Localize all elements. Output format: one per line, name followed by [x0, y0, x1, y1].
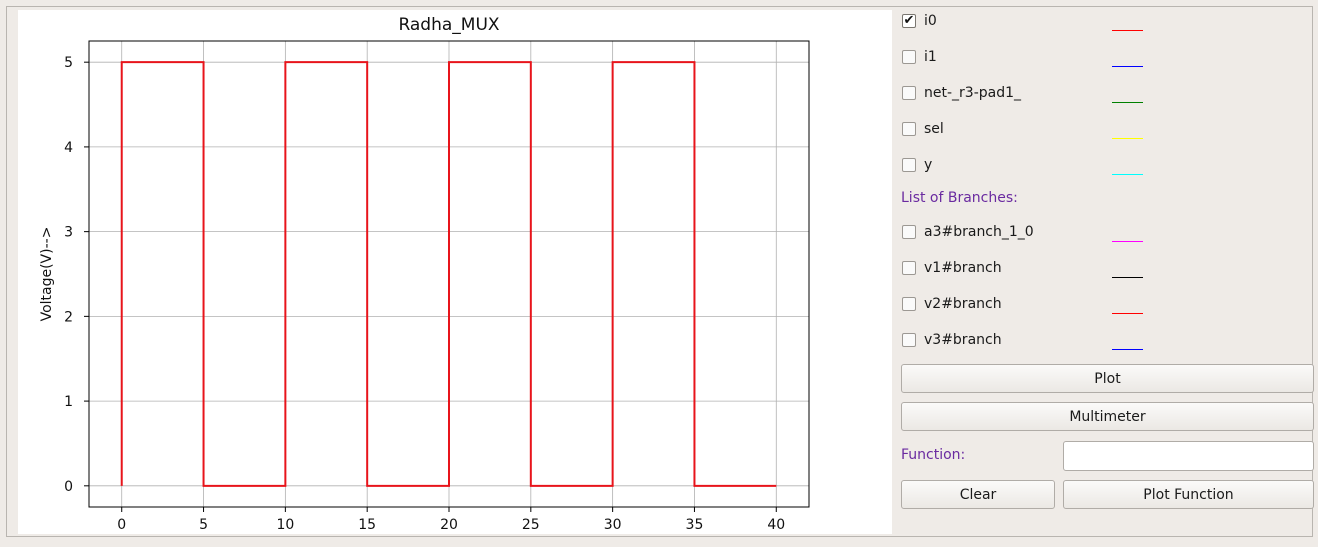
- x-tick-label: 35: [686, 517, 704, 533]
- node-label: i1: [924, 49, 937, 65]
- branch-label: v3#branch: [924, 332, 1002, 348]
- branch-color-swatch: [1112, 313, 1143, 314]
- branch-checkbox[interactable]: [902, 333, 916, 347]
- plot-canvas: 0 5 10 15 20 25 30 35 40 0 1 2 3 4 5 Radha_MUX Voltage(V…: [18, 10, 892, 534]
- node-label: i0: [924, 13, 937, 29]
- signal-panel: ✔ i0 i1 net-_r3-pad1_sel y List of Branches:…: [900, 0, 1318, 547]
- node-label: net-_r3-pad1_: [924, 85, 1022, 101]
- y-tick-label: 4: [64, 140, 73, 156]
- plot-button[interactable]: Plot: [901, 364, 1314, 393]
- node-label: sel: [924, 121, 944, 137]
- clear-button[interactable]: Clear: [901, 480, 1055, 509]
- node-row[interactable]: sel: [900, 118, 944, 140]
- node-checkbox[interactable]: ✔: [902, 13, 916, 28]
- branch-checkbox[interactable]: [902, 225, 916, 239]
- series-line-i0: [120, 61, 777, 487]
- node-row[interactable]: net-_r3-pad1_: [900, 82, 1021, 104]
- node-color-swatch: [1112, 102, 1143, 103]
- node-row[interactable]: i1: [900, 46, 937, 68]
- node-checkbox[interactable]: [902, 50, 916, 64]
- x-tick-label: 20: [440, 517, 458, 533]
- branch-row[interactable]: a3#branch_1_0: [900, 221, 1034, 243]
- node-row[interactable]: y: [900, 154, 932, 176]
- node-color-swatch: [1112, 174, 1143, 175]
- branch-color-swatch: [1112, 349, 1143, 350]
- branch-checkbox[interactable]: [902, 261, 916, 275]
- branch-row[interactable]: v3#branch: [900, 329, 1002, 351]
- y-axis-label: Voltage(V)-->: [39, 227, 55, 322]
- y-tick-label: 2: [64, 309, 73, 325]
- plot-function-button[interactable]: Plot Function: [1063, 480, 1314, 509]
- node-checkbox[interactable]: [902, 122, 916, 136]
- node-row[interactable]: ✔ i0: [900, 10, 937, 32]
- x-tick-label: 40: [767, 517, 785, 533]
- branch-label: a3#branch_1_0: [924, 224, 1034, 240]
- x-tick-label: 25: [522, 517, 540, 533]
- x-tick-label: 10: [276, 517, 294, 533]
- branches-heading: List of Branches:: [901, 190, 1018, 206]
- node-checkbox[interactable]: [902, 158, 916, 172]
- node-color-swatch: [1112, 138, 1143, 139]
- x-tick-label: 5: [199, 517, 208, 533]
- y-tick-label: 3: [64, 225, 73, 241]
- node-color-swatch: [1112, 30, 1143, 31]
- branch-label: v2#branch: [924, 296, 1002, 312]
- function-input[interactable]: [1063, 441, 1314, 471]
- branch-row[interactable]: v1#branch: [900, 257, 1002, 279]
- function-label: Function:: [901, 447, 966, 463]
- branch-label: v1#branch: [924, 260, 1002, 276]
- waveform-chart: 0 5 10 15 20 25 30 35 40 0 1 2 3 4 5 Radha_MUX Voltage(V…: [39, 15, 810, 533]
- branch-color-swatch: [1112, 277, 1143, 278]
- branch-color-swatch: [1112, 241, 1143, 242]
- y-tick-label: 1: [64, 394, 73, 410]
- y-tick-label: 5: [64, 55, 73, 71]
- y-tick-label: 0: [64, 479, 73, 495]
- node-color-swatch: [1112, 66, 1143, 67]
- branch-checkbox[interactable]: [902, 297, 916, 311]
- x-tick-label: 0: [117, 517, 126, 533]
- branch-row[interactable]: v2#branch: [900, 293, 1002, 315]
- x-tick-label: 30: [604, 517, 622, 533]
- node-label: y: [924, 157, 933, 173]
- node-checkbox[interactable]: [902, 86, 916, 100]
- multimeter-button[interactable]: Multimeter: [901, 402, 1314, 431]
- chart-title: Radha_MUX: [398, 15, 499, 35]
- x-tick-label: 15: [358, 517, 376, 533]
